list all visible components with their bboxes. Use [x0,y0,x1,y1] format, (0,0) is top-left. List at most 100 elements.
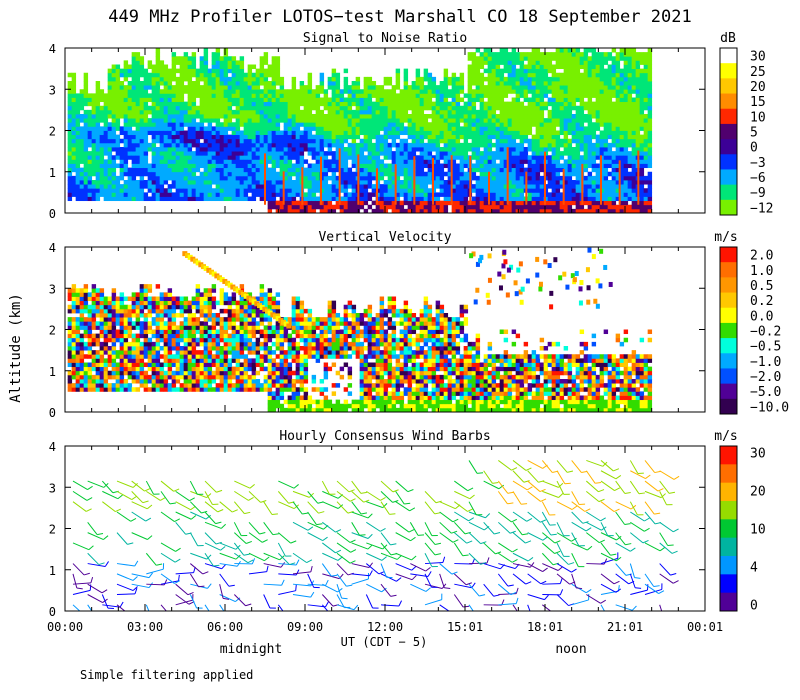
snr-cell [407,192,413,197]
snr-cell [183,122,189,127]
snr-cell [535,200,541,206]
snr-cell [631,175,637,181]
snr-cell [227,76,233,82]
snr-cell [415,184,421,189]
snr-cell [563,122,569,127]
snr-cell [331,93,337,98]
snr-cell [519,163,525,169]
snr-cell [443,126,449,131]
snr-cell [531,200,537,206]
snr-cell [343,109,349,115]
snr-cell [507,114,513,119]
snr-cell [527,97,533,103]
snr-cell [459,196,465,202]
snr-cell [319,142,325,148]
snr-cell [543,60,549,65]
snr-cell [623,118,629,123]
snr-cell [455,89,461,94]
snr-cell [543,204,549,210]
snr-cell [631,180,637,185]
snr-cell [107,134,113,140]
snr-cell [455,204,461,210]
snr-cell [563,81,569,86]
snr-cell [491,188,497,193]
snr-cell [95,89,101,94]
snr-cell [507,138,513,144]
snr-cell [171,97,177,103]
snr-cell [135,97,141,103]
snr-cell [551,147,557,152]
snr-cell [519,180,525,185]
snr-cell [187,64,193,70]
snr-cell [67,105,73,111]
snr-cell [75,105,81,111]
snr-cell [95,142,101,148]
snr-cell [107,142,113,148]
snr-colorbar-swatch [720,63,737,79]
snr-cell [115,163,121,169]
snr-cell [131,122,137,127]
snr-cell [203,159,209,164]
snr-cell [211,89,217,94]
snr-cell [235,142,241,148]
snr-cell [107,192,113,197]
snr-cell [211,138,217,144]
snr-cell [391,155,397,160]
snr-cell [639,142,645,148]
snr-cell [423,175,429,181]
snr-cell [283,208,289,213]
snr-cell [551,184,557,189]
snr-cell [271,200,277,206]
snr-cell [631,188,637,193]
snr-cell [259,56,265,61]
snr-cell [515,175,521,181]
snr-cell [95,167,101,173]
snr-cell [575,180,581,185]
snr-cell [407,175,413,181]
snr-cell [71,93,77,98]
snr-cell [403,105,409,111]
snr-cell [95,81,101,86]
snr-cell [111,101,117,107]
snr-cell [427,204,433,210]
snr-cell [147,171,153,177]
snr-cell [271,130,277,136]
snr-cell [619,114,625,119]
snr-cell [91,93,97,98]
snr-cell [511,200,517,206]
snr-cell [247,171,253,177]
snr-cell [179,126,185,131]
snr-cell [371,81,377,86]
snr-cell [251,101,257,107]
velocity-cell [67,379,73,384]
snr-cell [119,196,125,202]
snr-cell [191,155,197,160]
snr-cell [607,64,613,70]
snr-cell [187,56,193,61]
snr-cell [303,93,309,98]
snr-cell [379,118,385,123]
snr-cell [115,122,121,127]
snr-cell [271,81,277,86]
snr-cell [99,147,105,152]
snr-cell [271,109,277,115]
snr-cell [643,101,649,107]
snr-cell [515,105,521,111]
snr-cell [519,114,525,119]
snr-cell [579,89,585,94]
snr-cell [355,204,361,210]
snr-cell [119,97,125,103]
snr-cell [615,60,621,65]
snr-cell [479,192,485,197]
snr-cell [79,126,85,131]
snr-cell [231,184,237,189]
snr-cell [251,64,257,70]
snr-cell [483,188,489,193]
snr-cell [383,171,389,177]
snr-cell [219,184,225,189]
snr-cell [83,159,89,164]
snr-cell [467,56,473,61]
snr-cell [215,163,221,169]
snr-cell [403,196,409,202]
snr-cell [235,151,241,156]
